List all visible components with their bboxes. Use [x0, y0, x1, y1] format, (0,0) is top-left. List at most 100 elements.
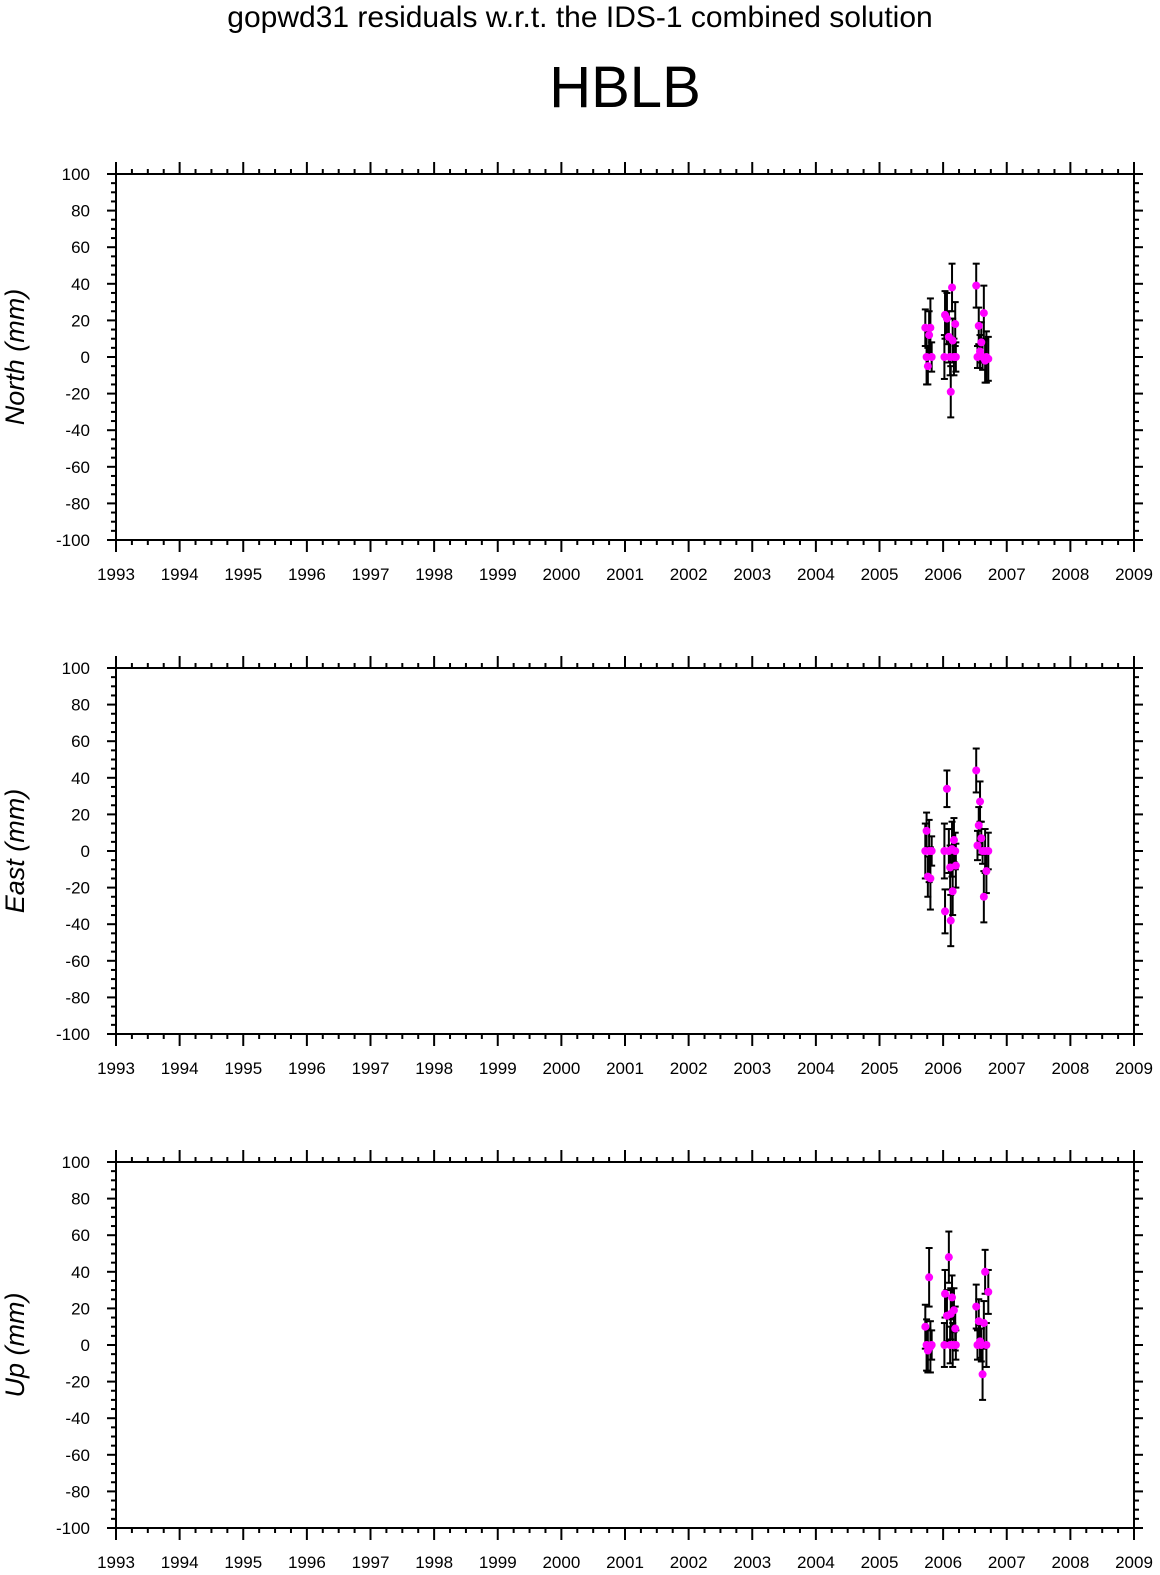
panel-2-ytick-label: -40: [65, 915, 90, 934]
panel-2-data-point: [976, 797, 985, 806]
panel-1-data-point: [948, 283, 957, 292]
panel-3-data-point: [948, 1293, 957, 1302]
panel-3-xtick-label: 2009: [1115, 1553, 1153, 1572]
panel-3-xtick-label: 1995: [224, 1553, 262, 1572]
panel-2-data-point: [974, 821, 983, 830]
panel-2-xtick-label: 2006: [924, 1059, 962, 1078]
panel-1-ytick-label: 0: [81, 348, 90, 367]
panel-3-xtick-label: 2004: [797, 1553, 835, 1572]
panel-2-xtick-label: 2000: [542, 1059, 580, 1078]
panel-2-ytick-label: 80: [71, 696, 90, 715]
panel-1-data-point: [925, 331, 934, 340]
panel-2-data-point: [984, 847, 993, 855]
panel-1-ytick-label: 100: [62, 165, 90, 184]
panel-1-data-point: [972, 281, 981, 290]
panel-3-ytick-label: -80: [65, 1482, 90, 1501]
panel-1-xtick-label: 1993: [97, 565, 135, 584]
panel-2-ytick-label: -20: [65, 879, 90, 898]
panel-1-xtick-label: 2009: [1115, 565, 1153, 584]
panel-2-data-point: [982, 867, 991, 876]
panel-1-xtick-label: 1995: [224, 565, 262, 584]
panel-2-xtick-label: 2003: [733, 1059, 771, 1078]
panel-2-ytick-label: -80: [65, 988, 90, 1007]
panel-2-xtick-label: 1997: [352, 1059, 390, 1078]
chart-supertitle: gopwd31 residuals w.r.t. the IDS-1 combi…: [227, 1, 933, 34]
panel-2-xtick-label: 2005: [861, 1059, 899, 1078]
panel-3-ytick-label: 80: [71, 1190, 90, 1209]
panel-3-data-point: [949, 1306, 958, 1315]
panel-1-data-point: [951, 353, 960, 361]
panel-1-ylabel: North (mm): [0, 289, 30, 426]
panel-2-data-point: [927, 847, 936, 855]
panel-2-xtick-label: 2009: [1115, 1059, 1153, 1078]
panel-2-data-point: [948, 887, 957, 896]
panel-2-xtick-label: 1995: [224, 1059, 262, 1078]
panel-2-xtick-label: 1993: [97, 1059, 135, 1078]
panel-3-ytick-label: 100: [62, 1153, 90, 1172]
panel-1-ytick-label: -60: [65, 458, 90, 477]
panel-3-ytick-label: -20: [65, 1373, 90, 1392]
panel-1-ytick-label: -20: [65, 385, 90, 404]
panel-2-xtick-label: 2004: [797, 1059, 835, 1078]
panel-2-ytick-label: 60: [71, 732, 90, 751]
panel-3-xtick-label: 2006: [924, 1553, 962, 1572]
panel-1-xtick-label: 1994: [161, 565, 199, 584]
panel-1-ytick-label: -40: [65, 421, 90, 440]
panel-1-data-point: [979, 309, 988, 318]
panel-1-xtick-label: 2004: [797, 565, 835, 584]
panel-1-xtick-label: 2008: [1051, 565, 1089, 584]
panel-2-ytick-label: -60: [65, 952, 90, 971]
panel-2-data-point: [977, 834, 986, 843]
panel-3-xtick-label: 2007: [988, 1553, 1026, 1572]
panel-1-xtick-label: 1996: [288, 565, 326, 584]
panel-2-data-point: [942, 784, 951, 793]
panel-3-ytick-label: -100: [56, 1519, 90, 1538]
panel-1-xtick-label: 2007: [988, 565, 1026, 584]
panel-2-xtick-label: 2001: [606, 1059, 644, 1078]
panel-3-data-point: [927, 1341, 936, 1349]
panel-1-data-point: [984, 354, 993, 363]
panel-2-xtick-label: 1996: [288, 1059, 326, 1078]
panel-2-ytick-label: -100: [56, 1025, 90, 1044]
panel-3-ytick-label: 60: [71, 1226, 90, 1245]
panel-3-ytick-label: 0: [81, 1336, 90, 1355]
panel-3-data-point: [981, 1267, 990, 1276]
panel-3-xtick-label: 2001: [606, 1553, 644, 1572]
panel-3-xtick-label: 1996: [288, 1553, 326, 1572]
panel-3-data-point: [984, 1287, 993, 1296]
panel-3-data-point: [925, 1273, 934, 1282]
panel-1-data-point: [927, 353, 936, 361]
panel-2-xtick-label: 1998: [415, 1059, 453, 1078]
panel-2-xtick-label: 1999: [479, 1059, 517, 1078]
panel-3-data-point: [982, 1341, 991, 1349]
panel-3-ylabel: Up (mm): [0, 1293, 30, 1398]
panel-2-ytick-label: 0: [81, 842, 90, 861]
panel-3-xtick-label: 1994: [161, 1553, 199, 1572]
panel-1-xtick-label: 1998: [415, 565, 453, 584]
panel-1-data-point: [923, 362, 932, 371]
panel-2-data-point: [946, 916, 955, 925]
panel-2-ytick-label: 100: [62, 659, 90, 678]
panel-3-data-point: [921, 1322, 930, 1331]
panel-2-data-point: [941, 907, 950, 916]
panel-3-ytick-label: -40: [65, 1409, 90, 1428]
panel-1-data-point: [948, 336, 957, 345]
panel-1-data-point: [977, 338, 986, 347]
panel-2-ylabel: East (mm): [0, 789, 30, 914]
panel-2-ytick-label: 40: [71, 769, 90, 788]
panel-1-xtick-label: 2002: [670, 565, 708, 584]
panel-1-ytick-label: 20: [71, 311, 90, 330]
panel-2-xtick-label: 2002: [670, 1059, 708, 1078]
panel-1-xtick-label: 1999: [479, 565, 517, 584]
panel-3-xtick-label: 2000: [542, 1553, 580, 1572]
panel-3-xtick-label: 1993: [97, 1553, 135, 1572]
panel-3-data-point: [978, 1370, 987, 1379]
panel-2-data-point: [949, 836, 958, 845]
panel-2-data-point: [973, 841, 982, 850]
panel-1-xtick-label: 2003: [733, 565, 771, 584]
panel-3-data-point: [940, 1341, 949, 1349]
panel-2-data-point: [926, 874, 935, 883]
panel-2-data-point: [972, 766, 981, 775]
panel-3-ytick-label: 40: [71, 1263, 90, 1282]
